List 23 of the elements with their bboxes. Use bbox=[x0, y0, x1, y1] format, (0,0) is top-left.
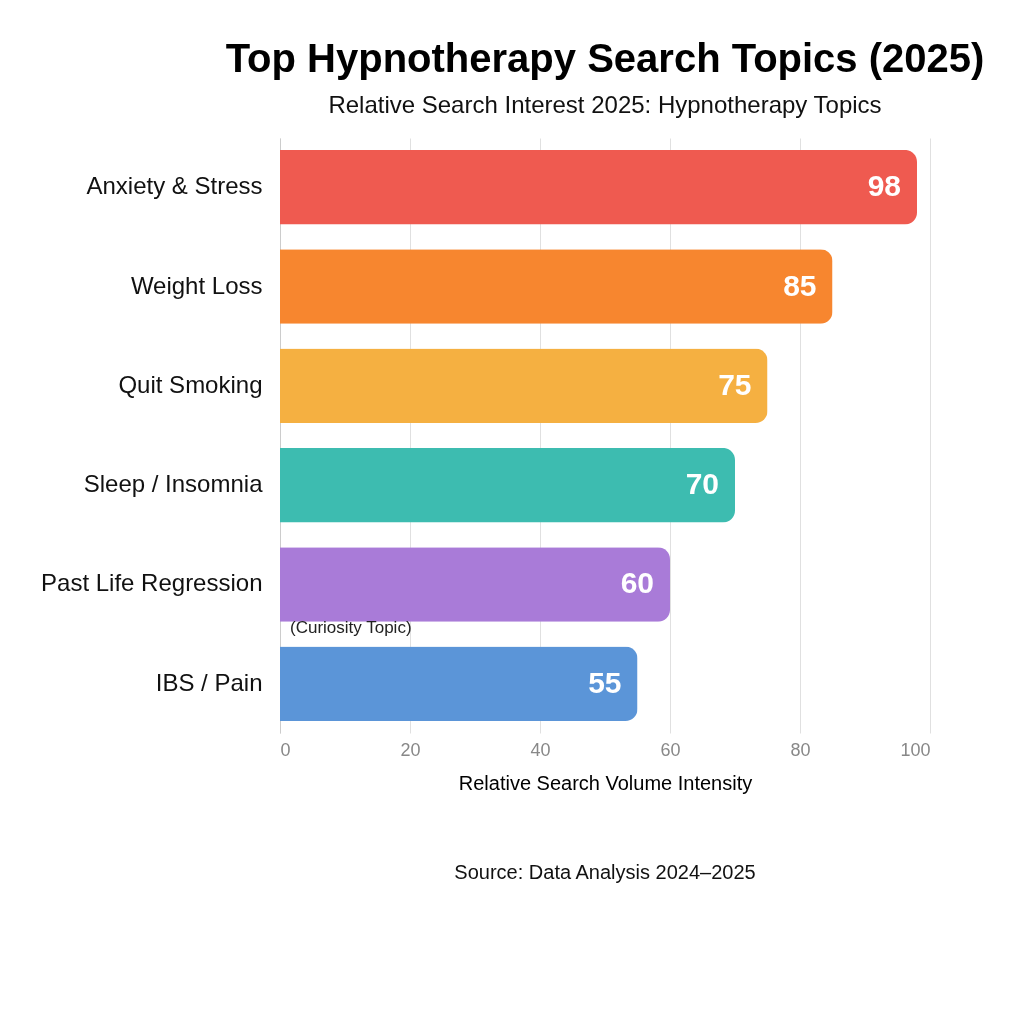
y-tick-label: Past Life Regression bbox=[41, 569, 263, 597]
data-label: 98 bbox=[867, 169, 901, 203]
x-tick-label: 20 bbox=[400, 739, 421, 760]
x-axis-title: Relative Search Volume Intensity bbox=[458, 771, 753, 794]
chart-title: Top Hypnotherapy Search Topics (2025) bbox=[225, 36, 985, 80]
x-tick-label: 60 bbox=[660, 739, 681, 760]
x-tick-label: 100 bbox=[900, 739, 931, 760]
x-tick-label: 40 bbox=[530, 739, 551, 760]
data-label: 55 bbox=[588, 665, 622, 699]
y-tick-label: Weight Loss bbox=[130, 271, 263, 299]
source-note: Source: Data Analysis 2024–2025 bbox=[454, 861, 756, 883]
data-label: 70 bbox=[685, 467, 719, 501]
data-label: 60 bbox=[620, 566, 654, 600]
y-tick-label: Quit Smoking bbox=[118, 370, 263, 398]
y-tick-label: Anxiety & Stress bbox=[86, 172, 263, 200]
data-label: 85 bbox=[783, 268, 817, 302]
x-tick-label: 0 bbox=[280, 739, 291, 760]
annotation: (Curiosity Topic) bbox=[290, 618, 412, 638]
y-tick-label: Sleep / Insomnia bbox=[83, 470, 264, 498]
chart-subtitle: Relative Search Interest 2025: Hypnotherapy Topics bbox=[328, 91, 882, 118]
y-tick-label: IBS / Pain bbox=[155, 668, 263, 696]
data-label: 75 bbox=[718, 367, 752, 401]
x-tick-label: 80 bbox=[790, 739, 811, 760]
